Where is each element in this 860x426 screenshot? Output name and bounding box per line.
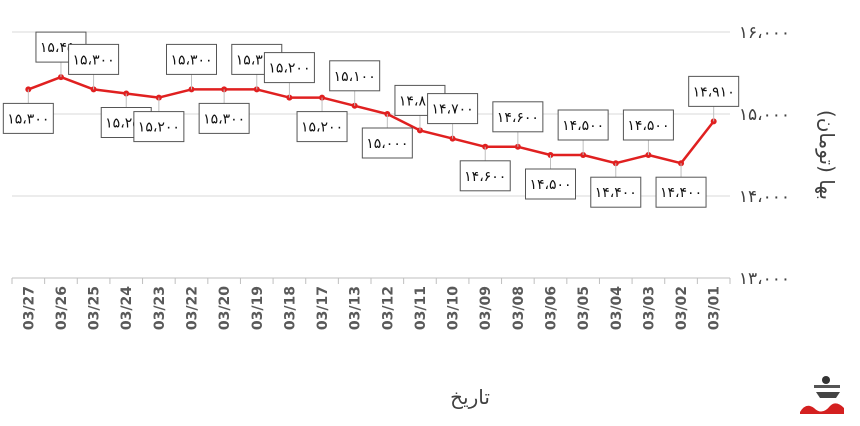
data-label: ۱۵،۲۰۰ (138, 120, 180, 136)
data-label: ۱۵،۲۰۰ (268, 61, 310, 77)
data-label: ۱۵،۲۰۰ (301, 120, 343, 136)
series-polyline (27, 75, 715, 165)
y-tick-label: ۱۶،۰۰۰ (739, 23, 790, 43)
data-label: ۱۵،۱۰۰ (334, 69, 376, 85)
data-label-box (427, 93, 479, 125)
x-tick-label: 03/23 (152, 286, 168, 330)
data-label-box (329, 60, 381, 92)
y-tick-label: ۱۳،۰۰۰ (739, 269, 790, 289)
data-label-box (198, 102, 250, 134)
x-tick-label: 03/06 (544, 286, 560, 330)
x-tick-label: 03/08 (511, 286, 527, 330)
x-tick-label: 03/19 (250, 286, 266, 330)
data-label-box (263, 52, 315, 84)
x-tick-label: 03/24 (119, 286, 135, 330)
data-label: ۱۴،۵۰۰ (562, 118, 604, 134)
data-label-box (557, 109, 609, 141)
x-tick-label: 03/22 (185, 286, 201, 330)
y-tick-label: ۱۵،۰۰۰ (739, 105, 790, 125)
data-label-box (133, 111, 185, 143)
data-label: ۱۴،۶۰۰ (464, 169, 506, 185)
x-axis-title: تاریخ (450, 385, 490, 409)
x-tick-label: 03/18 (282, 286, 298, 330)
x-tick-label: 03/11 (413, 286, 429, 330)
x-tick-label: 03/02 (674, 286, 690, 330)
data-label: ۱۵،۳۰۰ (203, 111, 245, 127)
data-label: ۱۴،۴۰۰ (660, 185, 702, 201)
x-tick-label: 03/09 (478, 286, 494, 330)
x-tick-label: 03/04 (609, 286, 625, 330)
x-tick-label: 03/13 (348, 286, 364, 330)
data-label-box (590, 176, 642, 208)
data-label: ۱۴،۷۰۰ (432, 102, 474, 118)
data-label: ۱۵،۰۰۰ (366, 136, 408, 152)
data-label: ۱۵،۳۰۰ (170, 52, 212, 68)
x-tick-label: 03/05 (576, 286, 592, 330)
x-tick-label: 03/25 (87, 286, 103, 330)
y-axis: ۱۳،۰۰۰ ۱۴،۰۰۰ ۱۵،۰۰۰ ۱۶،۰۰۰ (739, 23, 790, 289)
data-label-box (655, 176, 707, 208)
x-tick-label: 03/03 (641, 286, 657, 330)
data-labels: ۱۵،۳۰۰۱۵،۴۵۰۱۵،۳۰۰۱۵،۲۵۰۱۵،۲۰۰۱۵،۳۰۰۱۵،۳… (2, 31, 740, 208)
data-label-box (361, 127, 413, 159)
data-label-box (459, 160, 511, 192)
data-label-box (296, 111, 348, 143)
data-label: ۱۵،۳۰۰ (7, 111, 49, 127)
data-label-box (68, 43, 120, 75)
x-tick-label: 03/20 (217, 286, 233, 330)
x-tick-label: 03/12 (380, 286, 396, 330)
y-tick-label: ۱۴،۰۰۰ (739, 187, 790, 207)
x-tick-label: 03/10 (446, 286, 462, 330)
data-label: ۱۴،۴۰۰ (595, 185, 637, 201)
data-label-box (622, 109, 674, 141)
data-label: ۱۵،۳۰۰ (73, 52, 115, 68)
data-label-box (525, 168, 576, 200)
data-label: ۱۴،۹۱۰ (693, 84, 735, 100)
data-label-box (688, 75, 740, 107)
x-tick-label: 03/01 (707, 286, 723, 330)
x-tick-label: 03/17 (315, 286, 331, 330)
x-tick-label: 03/26 (54, 286, 70, 330)
data-label-box (492, 101, 544, 133)
y-axis-title: بها (تومان) (815, 110, 839, 200)
x-axis: 03/27 03/26 03/25 03/24 03/23 03/22 03/20 03/19… (11, 277, 731, 330)
data-label: ۱۴،۵۰۰ (627, 118, 669, 134)
data-label-box (166, 43, 217, 75)
logo-mark-icon (800, 376, 844, 414)
data-label-box (2, 102, 54, 134)
data-label: ۱۴،۵۰۰ (529, 177, 571, 193)
brand-logo (796, 372, 848, 422)
x-tick-label: 03/27 (21, 286, 37, 330)
data-label: ۱۴،۶۰۰ (497, 110, 539, 126)
series-line (25, 74, 717, 167)
